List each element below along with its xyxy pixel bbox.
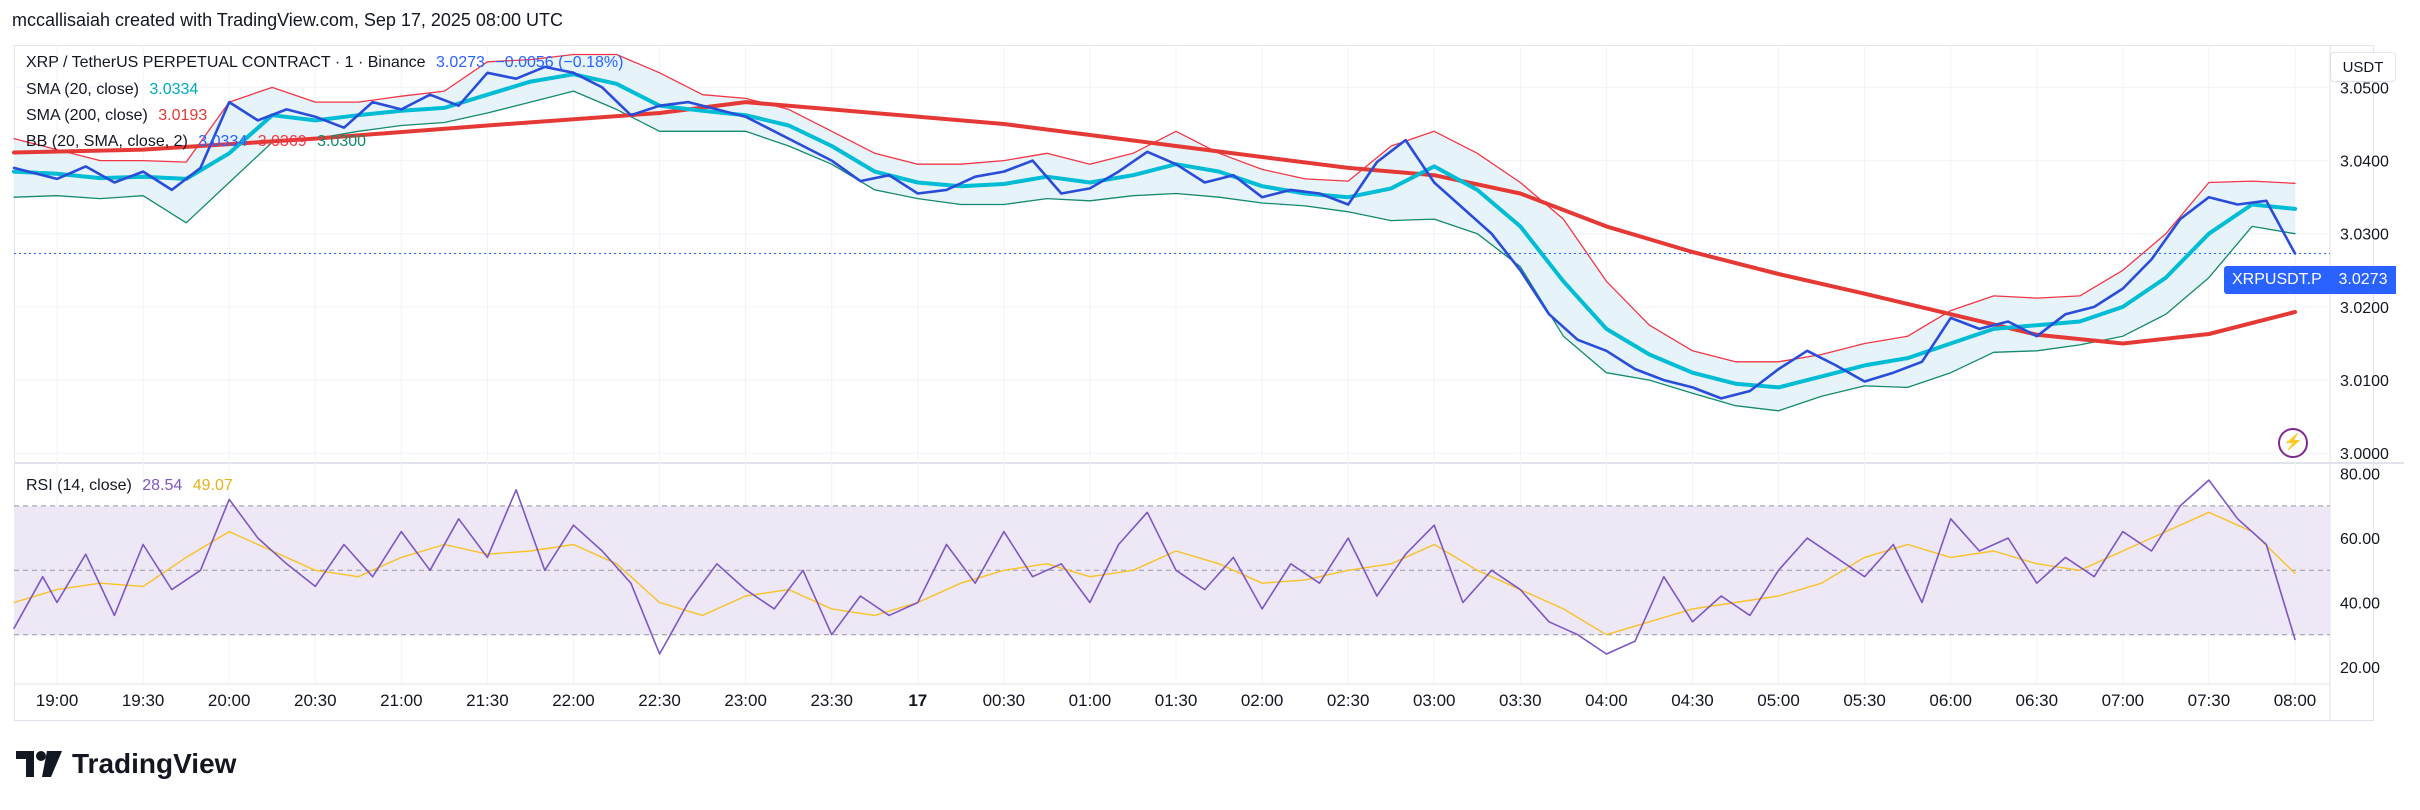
time-tick-label: 23:00 (724, 691, 767, 710)
time-tick-label: 08:00 (2274, 691, 2317, 710)
bollinger-band-fill (14, 54, 2295, 411)
price-tick-label: 3.0100 (2340, 373, 2389, 390)
rsi-ma-line (13, 511, 2296, 636)
time-tick-label: 06:00 (1929, 691, 1972, 710)
time-tick-label: 05:00 (1757, 691, 1800, 710)
tradingview-logo[interactable]: TradingView (16, 748, 236, 780)
chart-frame (14, 45, 2374, 721)
time-tick-label: 21:30 (466, 691, 509, 710)
legend-rsi-ma: 49.07 (192, 477, 233, 494)
time-tick-label: 00:30 (983, 691, 1026, 710)
rsi-band (14, 505, 2330, 635)
time-tick-label: 07:00 (2102, 691, 2145, 710)
legend-rsi-value: 28.54 (142, 477, 183, 494)
attribution-text: mccallisaiah created with TradingView.co… (12, 10, 563, 30)
time-tick-label: 05:30 (1843, 691, 1886, 710)
bollinger-lower-line (13, 90, 2296, 412)
time-tick-label: 02:00 (1241, 691, 1284, 710)
legend-sma200-label: SMA (200, close) (26, 107, 148, 124)
time-tick-label: 03:00 (1413, 691, 1456, 710)
price-tick-label: 3.0500 (2340, 80, 2389, 97)
time-tick-label: 19:00 (36, 691, 79, 710)
time-tick-label: 04:30 (1671, 691, 1714, 710)
time-tick-label: 04:00 (1585, 691, 1628, 710)
time-tick-label: 03:30 (1499, 691, 1542, 710)
time-tick-label: 22:30 (638, 691, 681, 710)
legend-change: −0.0056 (−0.18%) (495, 54, 624, 71)
time-tick-label: 17 (908, 691, 927, 710)
legend-sma20-row[interactable]: SMA (20, close) 3.0334 (26, 81, 204, 99)
price-tick-label: 3.0200 (2340, 300, 2389, 317)
legend-bb-upper: 3.0369 (257, 133, 307, 150)
legend-sma20-label: SMA (20, close) (26, 81, 139, 98)
time-tick-label: 23:30 (810, 691, 853, 710)
rsi-line (13, 479, 2296, 655)
legend-sma200-value: 3.0193 (158, 107, 208, 124)
rsi-tick-label: 60.00 (2340, 531, 2380, 548)
time-tick-label: 20:00 (208, 691, 251, 710)
time-tick-label: 19:30 (122, 691, 165, 710)
sma20-line (12, 72, 2297, 390)
legend-symbol: XRP / TetherUS PERPETUAL CONTRACT · 1 · … (26, 54, 426, 71)
price-tick-label: 3.0000 (2340, 446, 2389, 463)
time-tick-label: 20:30 (294, 691, 337, 710)
legend-bb-lower: 3.0300 (317, 133, 367, 150)
lightning-icon[interactable]: ⚡ (2278, 428, 2308, 458)
price-tick-label: 3.0400 (2340, 154, 2389, 171)
rsi-tick-label: 20.00 (2340, 660, 2380, 677)
legend-bb-label: BB (20, SMA, close, 2) (26, 133, 188, 150)
price-tick-label: 3.0300 (2340, 227, 2389, 244)
time-tick-label: 22:00 (552, 691, 595, 710)
time-tick-label: 01:30 (1155, 691, 1198, 710)
time-tick-label: 21:00 (380, 691, 423, 710)
rsi-tick-label: 40.00 (2340, 595, 2380, 612)
legend-bb-row[interactable]: BB (20, SMA, close, 2) 3.0334 3.0369 3.0… (26, 133, 372, 151)
currency-unit-button[interactable]: USDT (2330, 52, 2396, 82)
legend-sma20-value: 3.0334 (149, 81, 199, 98)
price-line (12, 65, 2297, 400)
legend-symbol-row[interactable]: XRP / TetherUS PERPETUAL CONTRACT · 1 · … (26, 54, 629, 72)
legend-rsi-row[interactable]: RSI (14, close) 28.54 49.07 (26, 477, 239, 495)
time-tick-label: 02:30 (1327, 691, 1370, 710)
rsi-tick-label: 80.00 (2340, 467, 2380, 484)
tradingview-logo-icon (16, 751, 62, 777)
tradingview-brand-text: TradingView (72, 748, 237, 779)
legend-bb-basis: 3.0334 (198, 133, 248, 150)
legend-sma200-row[interactable]: SMA (200, close) 3.0193 (26, 107, 213, 125)
legend-price: 3.0273 (436, 54, 485, 71)
legend-rsi-label: RSI (14, close) (26, 477, 132, 494)
price-tag-symbol: XRPUSDT.P (2224, 266, 2330, 294)
price-tag-value: 3.0273 (2330, 266, 2396, 294)
time-tick-label: 01:00 (1069, 691, 1112, 710)
time-tick-label: 06:30 (2016, 691, 2059, 710)
time-tick-label: 07:30 (2188, 691, 2231, 710)
